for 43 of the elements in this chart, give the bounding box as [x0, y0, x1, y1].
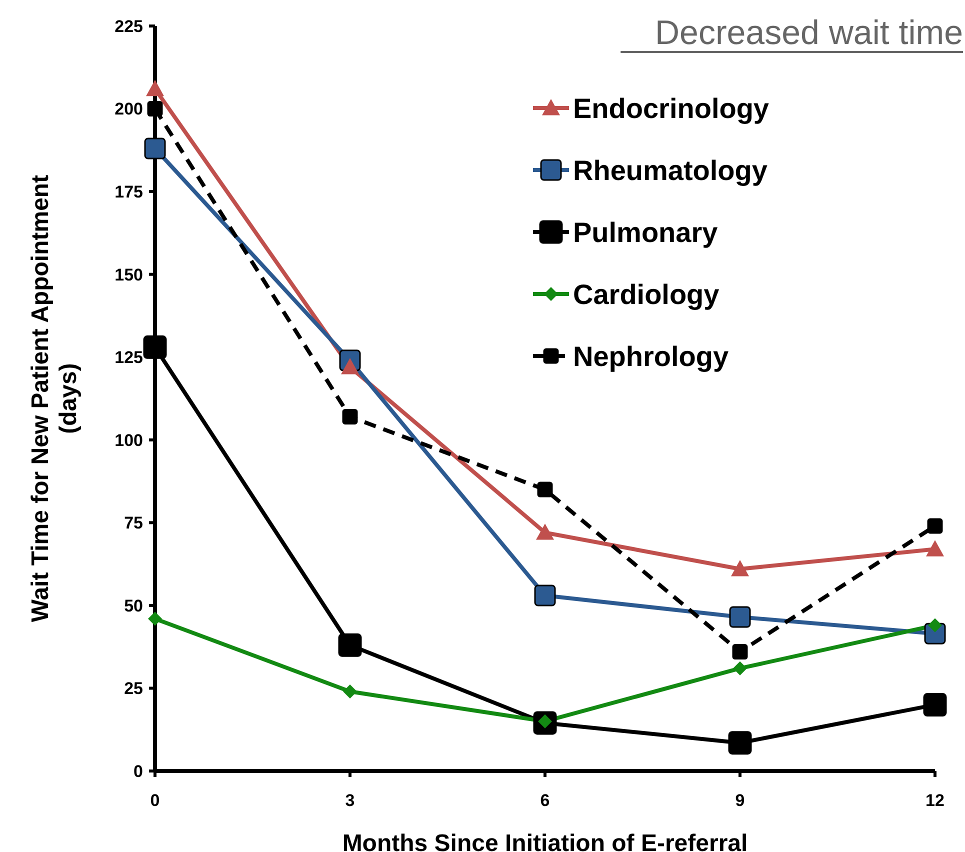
point — [143, 335, 167, 359]
point — [926, 540, 944, 556]
point — [146, 80, 164, 96]
point — [729, 606, 751, 628]
chart-title: Decreased wait time — [654, 14, 963, 52]
x-tick-label: 0 — [150, 791, 160, 810]
point — [732, 644, 748, 660]
x-tick-label: 3 — [345, 791, 355, 810]
y-tick-label: 175 — [114, 182, 143, 202]
point — [927, 518, 943, 534]
y-tick-label: 125 — [114, 348, 143, 368]
point — [343, 684, 357, 699]
x-tick-label: 12 — [926, 791, 944, 810]
legend-label: Rheumatology — [573, 154, 768, 186]
legend-label: Endocrinology — [573, 92, 770, 124]
point — [731, 560, 749, 576]
y-tick-label: 225 — [114, 16, 143, 36]
y-tick-label: 150 — [114, 265, 143, 284]
y-tick-label: 100 — [114, 430, 143, 450]
point — [534, 584, 556, 606]
point — [536, 524, 554, 540]
legend-label: Nephrology — [573, 340, 729, 372]
y-tick-label: 200 — [114, 100, 143, 119]
x-axis-title: Months Since Initiation of E-referral — [342, 830, 748, 852]
legend-label: Cardiology — [573, 278, 720, 310]
point — [148, 612, 162, 626]
x-tick-label: 9 — [735, 791, 745, 810]
y-tick-label: 25 — [124, 679, 143, 698]
y-tick-label: 0 — [134, 762, 143, 781]
legend-label: Pulmonary — [573, 216, 718, 248]
point — [928, 618, 942, 632]
x-tick-label: 6 — [540, 791, 550, 810]
point — [728, 731, 752, 755]
point — [338, 633, 362, 657]
point — [147, 101, 163, 117]
y-tick-label: 50 — [124, 596, 143, 616]
point — [342, 408, 358, 424]
y-tick-label: 75 — [124, 514, 143, 533]
point — [537, 482, 553, 498]
y-axis-title: Wait Time for New Patient Appointment (days) — [27, 174, 82, 622]
point — [923, 693, 947, 717]
point — [733, 661, 747, 676]
point — [144, 138, 166, 160]
